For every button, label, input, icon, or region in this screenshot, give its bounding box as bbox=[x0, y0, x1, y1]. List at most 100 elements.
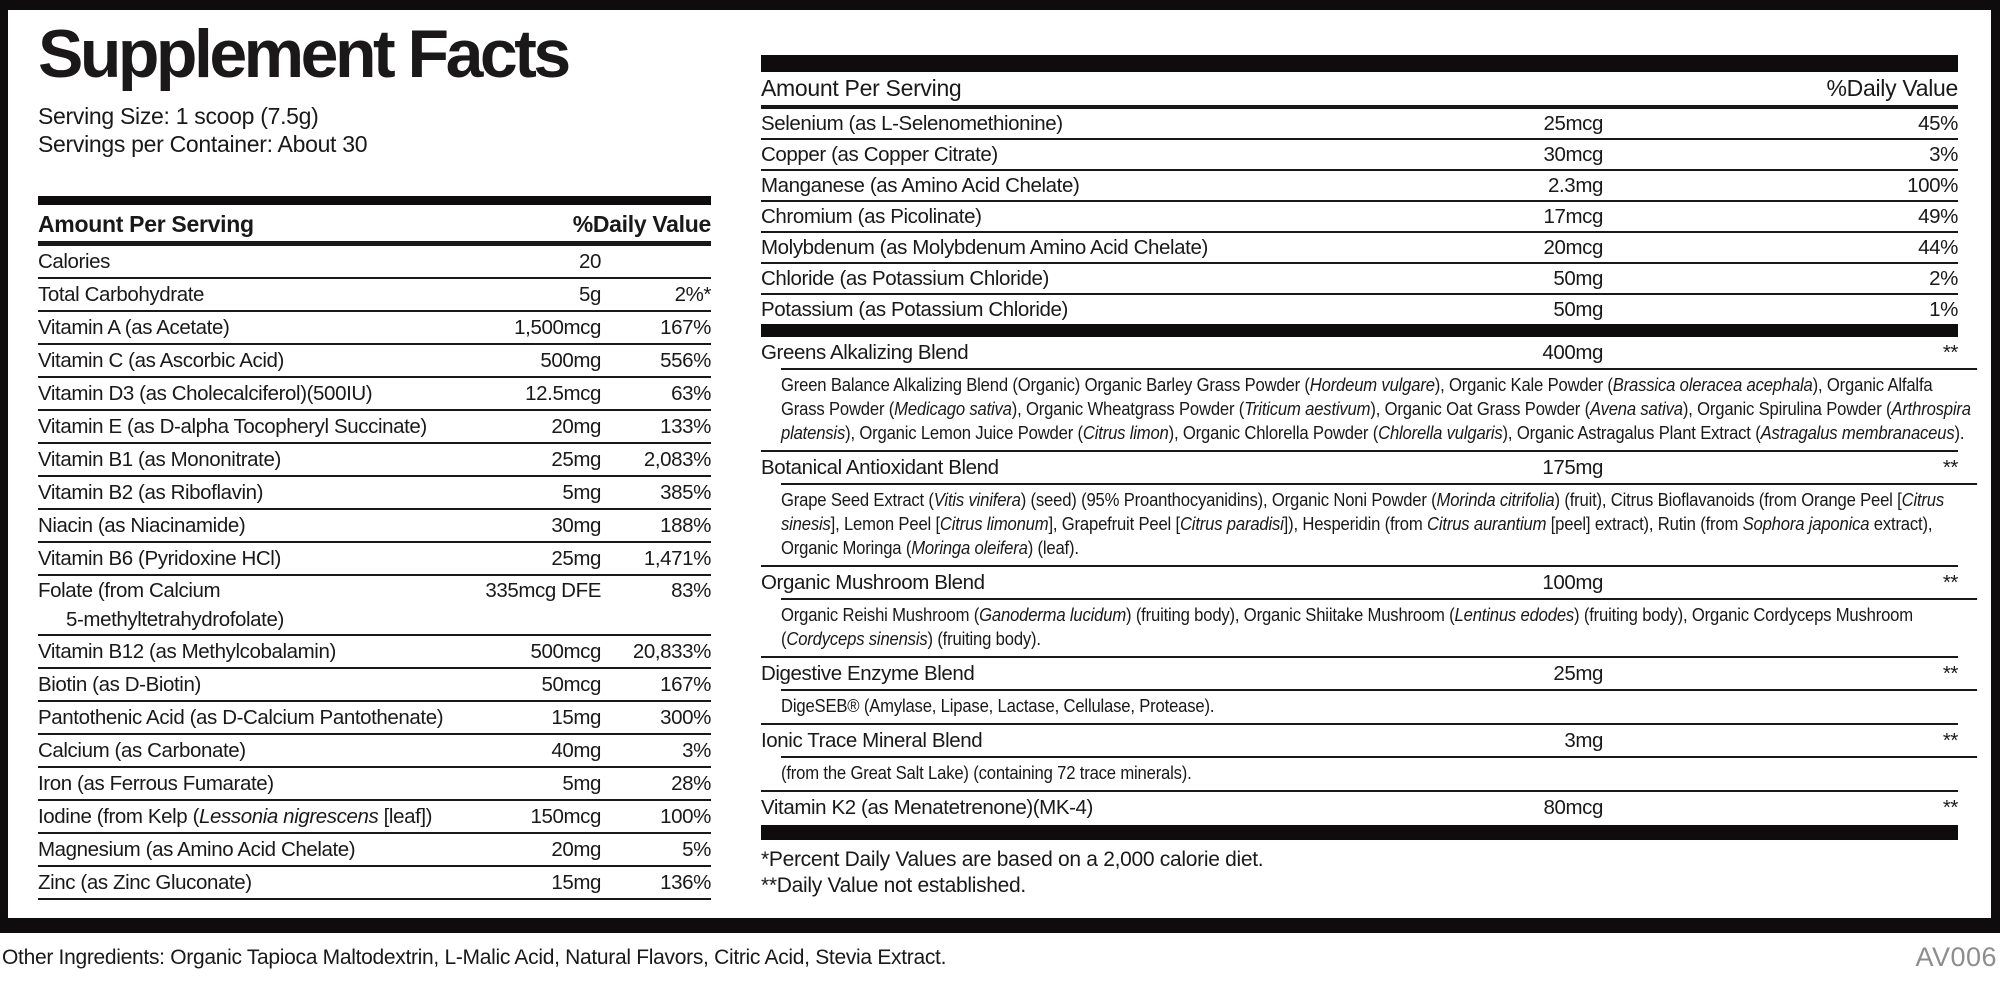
amount-value: 30mg bbox=[551, 514, 601, 537]
blend-description: (from the Great Salt Lake) (containing 7… bbox=[781, 756, 1977, 790]
table-row: Chromium (as Picolinate) 17mcg 49% bbox=[761, 202, 1958, 233]
text-segment: (from the Great Salt Lake) (containing 7… bbox=[781, 762, 1192, 783]
panel-columns: Supplement Facts Serving Size: 1 scoop (… bbox=[8, 10, 1991, 918]
footnote: *Percent Daily Values are based on a 2,0… bbox=[761, 848, 1264, 871]
table-row: Vitamin A (as Acetate) 1,500mcg 167% bbox=[38, 312, 711, 345]
blend-section: Ionic Trace Mineral Blend 3mg ** (from the … bbox=[761, 725, 1977, 792]
table-row: Botanical Antioxidant Blend 175mg ** bbox=[761, 452, 1958, 483]
ingredient-name: Vitamin E (as D-alpha Tocopheryl Succina… bbox=[38, 415, 427, 438]
latin-name: Vitis vinifera bbox=[933, 489, 1021, 510]
text-segment: ), Organic Oat Grass Powder ( bbox=[1370, 398, 1590, 419]
ingredient-name: Copper (as Copper Citrate) bbox=[761, 143, 998, 166]
amount-value: 5g bbox=[578, 283, 601, 306]
text-segment: ), Organic Kale Powder ( bbox=[1434, 374, 1613, 395]
table-row: Iodine (from Kelp (Lessonia nigrescens [… bbox=[38, 801, 711, 834]
daily-value: 83% bbox=[671, 579, 711, 602]
daily-value: 28% bbox=[671, 772, 711, 795]
amount-value: 500mcg bbox=[530, 640, 601, 663]
table-row: Vitamin B2 (as Riboflavin) 5mg 385% bbox=[38, 477, 711, 510]
footnotes: *Percent Daily Values are based on a 2,0… bbox=[761, 847, 1958, 899]
text-segment: ], Lemon Peel [ bbox=[830, 513, 940, 534]
ingredient-name: Manganese (as Amino Acid Chelate) bbox=[761, 174, 1080, 197]
text-segment: ), Organic Wheatgrass Powder ( bbox=[1011, 398, 1245, 419]
daily-value: 556% bbox=[660, 349, 711, 372]
ingredient-name: Magnesium (as Amino Acid Chelate) bbox=[38, 838, 356, 861]
text-segment: ) (fruiting body), Organic Cordyceps Mus… bbox=[781, 604, 1913, 649]
daily-value: 167% bbox=[660, 673, 711, 696]
serving-info: Serving Size: 1 scoop (7.5g) Servings pe… bbox=[38, 102, 711, 158]
left-table-header: Amount Per Serving %Daily Value bbox=[38, 205, 711, 246]
panel-title: Supplement Facts bbox=[38, 16, 571, 92]
ingredient-name: Calcium (as Carbonate) bbox=[38, 739, 246, 762]
ingredient-name: Iron (as Ferrous Fumarate) bbox=[38, 772, 274, 795]
table-row: Calcium (as Carbonate) 40mg 3% bbox=[38, 735, 711, 768]
ingredient-name: Vitamin B6 (Pyridoxine HCl) bbox=[38, 547, 281, 570]
table-row: Folate (from Calcium 5-methyltetrahydrofo… bbox=[38, 576, 711, 636]
ingredient-name: Chromium (as Picolinate) bbox=[761, 205, 982, 228]
ingredient-name: Folate (from Calcium 5-methyltetrahydrofo… bbox=[38, 576, 451, 634]
right-column: Amount Per Serving %Daily Value Selenium… bbox=[761, 10, 1977, 918]
ingredient-name: Vitamin K2 (as Menatetrenone)(MK-4) bbox=[761, 796, 1093, 819]
latin-name: Sophora japonica bbox=[1742, 513, 1870, 534]
ingredient-name: Organic Mushroom Blend bbox=[761, 571, 985, 594]
daily-value-label: %Daily Value bbox=[572, 211, 712, 237]
blend-description: DigeSEB® (Amylase, Lipase, Lactase, Cell… bbox=[781, 689, 1977, 723]
latin-name: Medicago sativa bbox=[894, 398, 1012, 419]
table-row: Potassium (as Potassium Chloride) 50mg 1% bbox=[761, 295, 1958, 324]
table-row: Ionic Trace Mineral Blend 3mg ** bbox=[761, 725, 1958, 756]
daily-value: ** bbox=[1942, 796, 1959, 819]
ingredient-name: Molybdenum (as Molybdenum Amino Acid Che… bbox=[761, 236, 1208, 259]
latin-name: Ganoderma lucidum bbox=[979, 604, 1127, 625]
ingredient-name: Vitamin D3 (as Cholecalciferol)(500IU) bbox=[38, 382, 373, 405]
text-segment: ) (fruiting body), Organic Shiitake Mush… bbox=[1126, 604, 1455, 625]
daily-value: 20,833% bbox=[632, 640, 712, 663]
daily-value: 167% bbox=[660, 316, 711, 339]
blend-section: Digestive Enzyme Blend 25mg ** DigeSEB® (Am… bbox=[761, 658, 1977, 725]
amount-value: 20mcg bbox=[1543, 236, 1603, 259]
text-segment: ), Organic Alfalfa Grass Powder ( bbox=[781, 374, 1933, 419]
left-header-bar bbox=[38, 196, 711, 205]
daily-value: 188% bbox=[660, 514, 711, 537]
blend-description: Grape Seed Extract (Vitis vinifera) (see… bbox=[781, 483, 1977, 565]
amount-per-serving-label: Amount Per Serving bbox=[38, 211, 254, 237]
amount-value: 20mg bbox=[551, 415, 601, 438]
table-row: Selenium (as L-Selenomethionine) 25mcg 45% bbox=[761, 109, 1958, 140]
ingredient-name: Zinc (as Zinc Gluconate) bbox=[38, 871, 252, 894]
daily-value: 1% bbox=[1929, 298, 1958, 321]
amount-value: 20mg bbox=[551, 838, 601, 861]
daily-value: 385% bbox=[660, 481, 711, 504]
daily-value-label: %Daily Value bbox=[1826, 75, 1959, 101]
ingredient-name: Vitamin B2 (as Riboflavin) bbox=[38, 481, 264, 504]
daily-value: 44% bbox=[1918, 236, 1958, 259]
ingredient-name: Vitamin A (as Acetate) bbox=[38, 316, 230, 339]
text-segment: extract), Organic Moringa ( bbox=[781, 513, 1933, 558]
text-segment: Iodine (from Kelp ( bbox=[38, 805, 200, 828]
ingredient-name: Chloride (as Potassium Chloride) bbox=[761, 267, 1049, 290]
text-segment: [peel] extract), Rutin (from bbox=[1546, 513, 1743, 534]
text-segment: ]), Hesperidin (from bbox=[1283, 513, 1428, 534]
text-segment: ). bbox=[1954, 422, 1965, 443]
amount-value: 25mg bbox=[1553, 662, 1603, 685]
latin-name: Chlorella vulgaris bbox=[1378, 422, 1503, 443]
table-row: Biotin (as D-Biotin) 50mcg 167% bbox=[38, 669, 711, 702]
ingredient-name: Iodine (from Kelp (Lessonia nigrescens [… bbox=[38, 801, 451, 832]
latin-name: Hordeum vulgare bbox=[1309, 374, 1435, 395]
table-row: Molybdenum (as Molybdenum Amino Acid Che… bbox=[761, 233, 1958, 264]
right-table-body: Selenium (as L-Selenomethionine) 25mcg 45%… bbox=[761, 109, 1958, 324]
latin-name: Cordyceps sinensis bbox=[786, 628, 928, 649]
table-row: Manganese (as Amino Acid Chelate) 2.3mg 10… bbox=[761, 171, 1958, 202]
ingredient-name: Vitamin B12 (as Methylcobalamin) bbox=[38, 640, 336, 663]
blend-section: Vitamin K2 (as Menatetrenone)(MK-4) 80mcg… bbox=[761, 792, 1958, 823]
table-row: Vitamin D3 (as Cholecalciferol)(500IU) 12… bbox=[38, 378, 711, 411]
daily-value: 100% bbox=[1907, 174, 1958, 197]
latin-name: Moringa oleifera bbox=[911, 537, 1028, 558]
other-ingredients: Other Ingredients: Organic Tapioca Malto… bbox=[2, 945, 947, 969]
latin-name: Lessonia nigrescens bbox=[199, 805, 379, 828]
latin-name: Arthrospira platensis bbox=[781, 398, 1971, 443]
ingredient-name: Biotin (as D-Biotin) bbox=[38, 673, 201, 696]
amount-value: 2.3mg bbox=[1548, 174, 1603, 197]
left-column: Supplement Facts Serving Size: 1 scoop (… bbox=[38, 10, 711, 918]
amount-value: 25mg bbox=[551, 547, 601, 570]
table-row: Vitamin K2 (as Menatetrenone)(MK-4) 80mcg… bbox=[761, 792, 1958, 823]
table-row: Vitamin B6 (Pyridoxine HCl) 25mg 1,471% bbox=[38, 543, 711, 576]
